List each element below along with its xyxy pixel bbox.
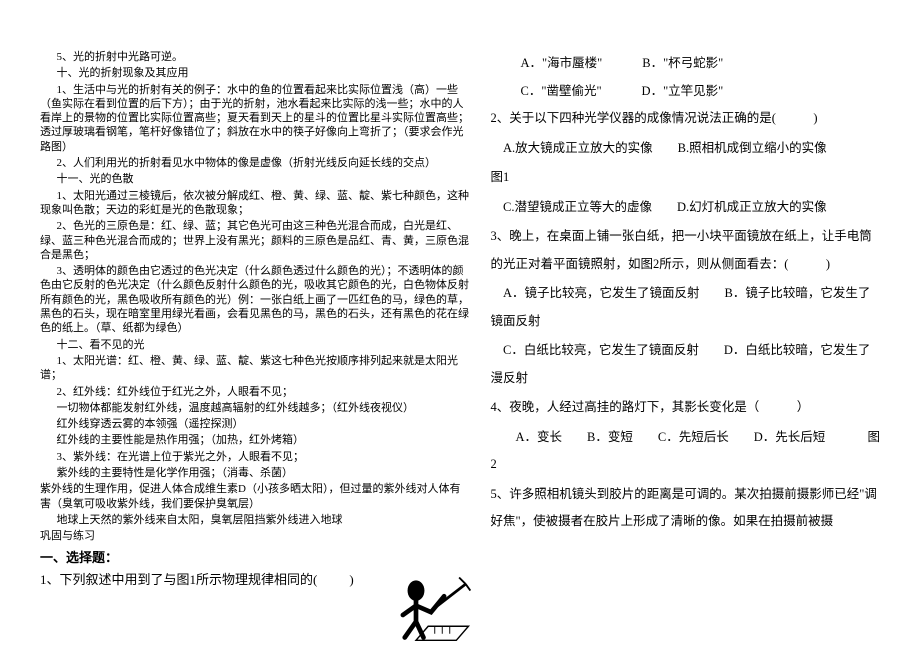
- q2-opts-cd: C.潜望镜成正立等大的虚像 D.幻灯机成正立放大的实像: [491, 194, 881, 222]
- opt-c: C．"凿壁偷光": [521, 78, 602, 106]
- q1-paren: ( ): [313, 572, 356, 587]
- q1-options-row2: C．"凿壁偷光" D．"立竿见影": [491, 78, 881, 106]
- q3-opts-cd: C．白纸比较亮，它发生了镜面反射 D．白纸比较暗，它发生了漫反射: [491, 337, 881, 392]
- q1-options-row1: A．"海市蜃楼" B．"杯弓蛇影": [491, 50, 881, 78]
- question-5: 5、许多照相机镜头到胶片的距离是可调的。某次拍摄前摄影师已经"调好焦"，使被摄者…: [491, 481, 881, 536]
- note-line: 3、紫外线：在光谱上位于紫光之外，人眼看不见；: [40, 450, 471, 464]
- note-line: 紫外线的生理作用，促进人体合成维生素D（小孩多晒太阳），但过量的紫外线对人体有害…: [40, 482, 471, 511]
- q4-opts: A．变长 B．变短 C．先短后长 D．先长后短: [491, 424, 826, 452]
- note-line: 红外线穿透云雾的本领强（遥控探测）: [40, 417, 471, 431]
- q1-text: 1、下列叙述中用到了与图1所示物理规律相同的: [40, 572, 313, 587]
- note-line: 十二、看不见的光: [40, 338, 471, 352]
- figure-1-label: 图1: [491, 164, 881, 192]
- section-title: 一、选择题：: [40, 550, 471, 567]
- note-line: 2、红外线：红外线位于红光之外，人眼看不见；: [40, 385, 471, 399]
- note-line: 十、光的折射现象及其应用: [40, 66, 471, 80]
- note-line: 红外线的主要性能是热作用强；（加热，红外烤箱）: [40, 433, 471, 447]
- note-line: 3、透明体的颜色由它透过的色光决定（什么颜色透过什么颜色的光）；不透明体的颜色由…: [40, 264, 471, 335]
- q2-opts-ab: A.放大镜成正立放大的实像 B.照相机成倒立缩小的实像: [491, 135, 881, 163]
- question-2: 2、关于以下四种光学仪器的成像情况说法正确的是( ): [491, 105, 881, 133]
- note-line: 十一、光的色散: [40, 172, 471, 186]
- figure-2-label-inline: 图: [867, 424, 880, 452]
- opt-b: B．"杯弓蛇影": [642, 50, 723, 78]
- figure-2-label-num: 2: [491, 451, 881, 479]
- note-line: 巩固与练习: [40, 529, 471, 543]
- note-line: 一切物体都能发射红外线，温度越高辐射的红外线越多；（红外线夜视仪）: [40, 401, 471, 415]
- question-4: 4、夜晚，人经过高挂的路灯下，其影长变化是（ ）: [491, 394, 881, 422]
- note-line: 地球上天然的紫外线来自太阳，臭氧层阻挡紫外线进入地球: [40, 513, 471, 527]
- note-line: 紫外线的主要特性是化学作用强；（消毒、杀菌）: [40, 466, 471, 480]
- question-1: 1、下列叙述中用到了与图1所示物理规律相同的( ): [40, 570, 471, 591]
- question-3: 3、晚上，在桌面上铺一张白纸，把一小块平面镜放在纸上，让手电筒的光正对着平面镜照…: [491, 223, 881, 278]
- note-line: 2、人们利用光的折射看见水中物体的像是虚像（折射光线反向延长线的交点）: [40, 156, 471, 170]
- note-line: 5、光的折射中光路可逆。: [40, 50, 471, 64]
- q3-opts-ab: A．镜子比较亮，它发生了镜面反射 B．镜子比较暗，它发生了镜面反射: [491, 280, 881, 335]
- note-line: 2、色光的三原色是：红、绿、蓝；其它色光可由这三种色光混合而成，白光是红、绿、蓝…: [40, 219, 471, 262]
- note-line: 1、太阳光通过三棱镜后，依次被分解成红、橙、黄、绿、蓝、靛、紫七种颜色，这种现象…: [40, 189, 471, 218]
- right-column: A．"海市蜃楼" B．"杯弓蛇影" C．"凿壁偷光" D．"立竿见影" 2、关于…: [491, 50, 881, 630]
- opt-d: D．"立竿见影": [642, 78, 724, 106]
- note-line: 1、生活中与光的折射有关的例子：水中的鱼的位置看起来比实际位置浅（高）一些（鱼实…: [40, 83, 471, 154]
- figure-1-illustration: [376, 570, 471, 645]
- left-column: 5、光的折射中光路可逆。 十、光的折射现象及其应用 1、生活中与光的折射有关的例…: [40, 50, 471, 630]
- note-line: 1、太阳光谱：红、橙、黄、绿、蓝、靛、紫这七种色光按顺序排列起来就是太阳光谱；: [40, 354, 471, 383]
- opt-a: A．"海市蜃楼": [521, 50, 603, 78]
- physics-notes-block: 5、光的折射中光路可逆。 十、光的折射现象及其应用 1、生活中与光的折射有关的例…: [40, 50, 471, 544]
